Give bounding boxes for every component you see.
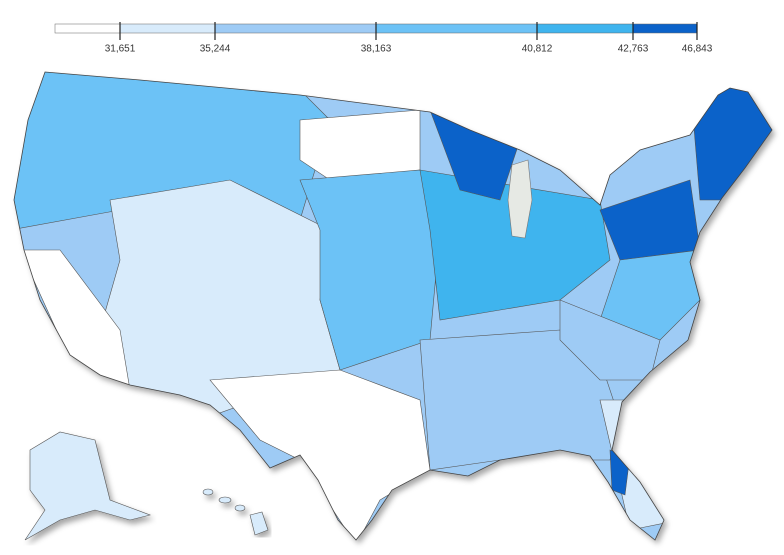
legend-tick-label: 42,763 [618, 44, 649, 55]
legend-tick-label: 35,244 [200, 44, 231, 55]
legend-swatch [214, 23, 377, 34]
legend-swatch [54, 23, 121, 34]
legend-tick-label: 31,651 [105, 44, 136, 55]
legend-swatch [375, 23, 538, 34]
legend-swatch [536, 23, 634, 34]
legend-swatch [119, 23, 216, 34]
lake-michigan [507, 159, 533, 239]
regions [14, 72, 772, 540]
legend-swatch [632, 23, 698, 34]
alaska [24, 431, 152, 541]
legend-tick-label: 38,163 [361, 44, 392, 55]
legend-tick-label: 40,812 [522, 44, 553, 55]
us-outline [13, 71, 773, 541]
legend: 31,651 35,244 38,163 40,812 42,763 46,843 [54, 22, 713, 55]
legend-tick-label: 46,843 [682, 44, 713, 55]
hawaii [202, 488, 269, 536]
